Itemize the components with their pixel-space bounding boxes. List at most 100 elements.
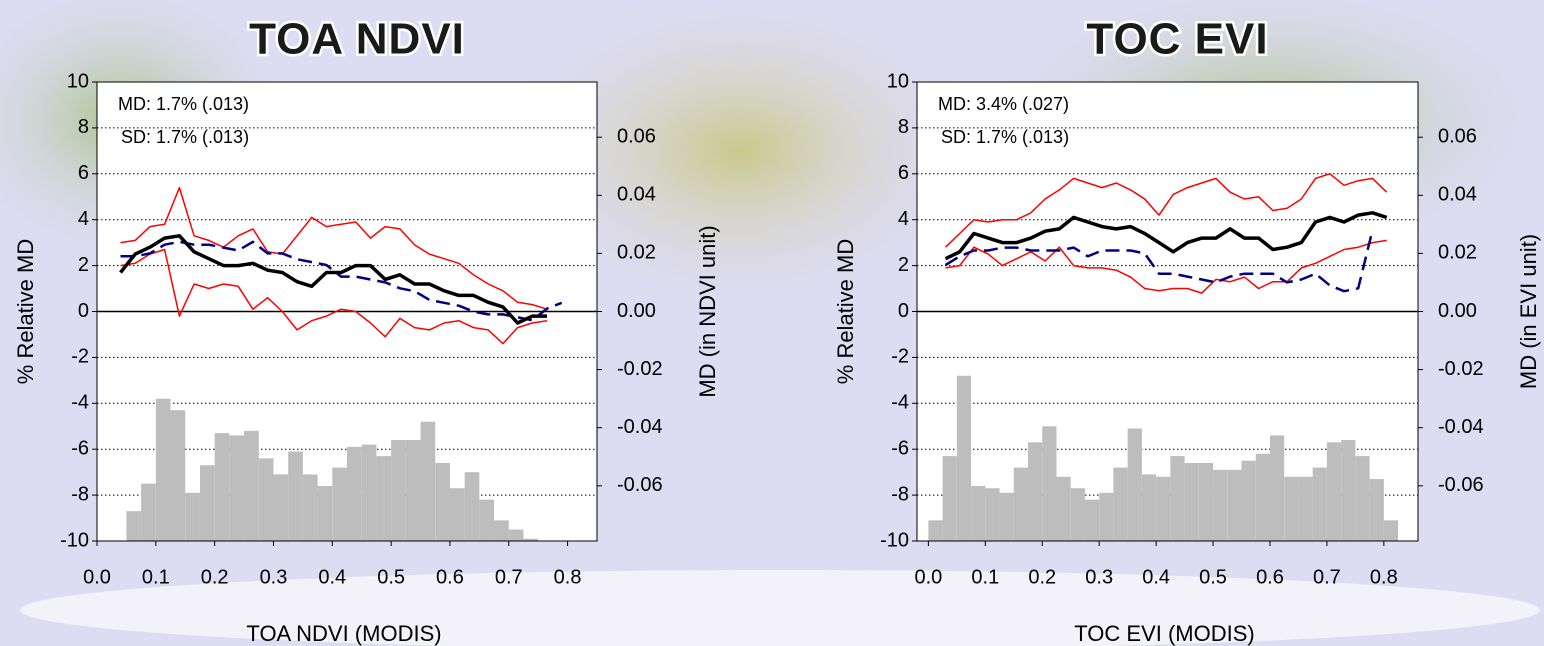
x-tick-label: 0.3 bbox=[260, 566, 288, 588]
histogram-bar bbox=[229, 435, 245, 541]
histogram-bar bbox=[214, 433, 230, 541]
histogram-bar bbox=[288, 451, 303, 541]
y-tick-label: 4 bbox=[898, 208, 909, 230]
y-tick-label: -10 bbox=[880, 529, 909, 551]
y2-tick-label: -0.06 bbox=[617, 474, 663, 496]
y-tick-label: 8 bbox=[898, 116, 909, 138]
x-tick-label: 0.4 bbox=[318, 566, 346, 588]
y-tick-label: 4 bbox=[78, 208, 89, 230]
histogram-bar bbox=[258, 458, 274, 541]
histogram-bar bbox=[141, 483, 156, 541]
map-ice bbox=[20, 570, 1540, 646]
histogram-bar bbox=[376, 456, 392, 541]
x-tick-label: 0.2 bbox=[1028, 566, 1056, 588]
histogram-bar bbox=[1341, 440, 1356, 541]
histogram-bar bbox=[199, 465, 215, 541]
histogram-bar bbox=[1028, 442, 1043, 541]
histogram-bar bbox=[1355, 456, 1370, 541]
x-tick-label: 0.5 bbox=[1199, 566, 1227, 588]
y2-axis-label: MD (in NDVI unit) bbox=[695, 225, 720, 397]
histogram-bar bbox=[185, 492, 200, 541]
y2-tick-label: -0.02 bbox=[1438, 358, 1484, 380]
series-line bbox=[944, 229, 1374, 293]
y2-tick-label: -0.02 bbox=[617, 358, 663, 380]
y2-tick-label: 0.06 bbox=[617, 125, 656, 147]
histogram-bar bbox=[1227, 469, 1242, 541]
plot-frame bbox=[916, 81, 1419, 542]
x-tick-label: 0.1 bbox=[971, 566, 999, 588]
annotation: MD: 3.4% (.027) bbox=[938, 94, 1069, 114]
histogram-bar bbox=[494, 520, 509, 541]
x-tick-label: 0.0 bbox=[83, 566, 111, 588]
histogram-bar bbox=[1156, 476, 1171, 541]
histogram-bar bbox=[1127, 428, 1142, 541]
histogram-bar bbox=[1269, 435, 1285, 541]
y-tick-label: -4 bbox=[891, 392, 909, 414]
y-tick-label: -2 bbox=[891, 346, 909, 368]
y-tick-label: -10 bbox=[60, 529, 89, 551]
x-tick-label: 0.8 bbox=[554, 566, 582, 588]
x-tick-label: 0.7 bbox=[495, 566, 523, 588]
y-tick-label: 0 bbox=[78, 300, 89, 322]
y-tick-label: 6 bbox=[78, 162, 89, 184]
x-tick-label: 0.1 bbox=[142, 566, 170, 588]
histogram-bar bbox=[971, 485, 986, 541]
histogram-bar bbox=[1184, 462, 1199, 541]
histogram-bar bbox=[464, 472, 480, 541]
series-line bbox=[944, 211, 1388, 261]
histogram-bar bbox=[302, 474, 318, 541]
histogram-bar bbox=[1241, 460, 1256, 541]
chart-title: TOA NDVI bbox=[249, 15, 465, 64]
y-axis-label: % Relative MD bbox=[13, 239, 38, 384]
series-line bbox=[119, 234, 547, 325]
histogram-bar bbox=[1369, 479, 1384, 541]
y2-tick-label: 0.00 bbox=[617, 300, 656, 322]
histogram-bar bbox=[317, 485, 333, 541]
histogram-bar bbox=[273, 474, 289, 541]
histogram-bar bbox=[155, 398, 171, 541]
y2-axis-label: MD (in EVI unit) bbox=[1516, 234, 1541, 389]
histogram-bar bbox=[999, 492, 1014, 541]
histogram-bar bbox=[508, 529, 524, 541]
series-line bbox=[120, 248, 548, 345]
histogram-bar bbox=[1099, 492, 1114, 541]
y-axis-label: % Relative MD bbox=[833, 239, 858, 384]
y-tick-label: 10 bbox=[887, 70, 909, 92]
y-tick-label: -4 bbox=[71, 392, 89, 414]
series-line bbox=[120, 186, 548, 310]
histogram-bar bbox=[928, 520, 943, 541]
y-tick-label: 8 bbox=[78, 116, 89, 138]
histogram-bar bbox=[405, 440, 421, 541]
histogram-bar bbox=[1013, 467, 1029, 541]
histogram-bar bbox=[1170, 456, 1185, 541]
x-tick-label: 0.6 bbox=[436, 566, 464, 588]
histogram-bar bbox=[244, 430, 259, 541]
histogram-bar bbox=[523, 538, 539, 541]
y-tick-label: -6 bbox=[71, 437, 89, 459]
y2-tick-label: -0.06 bbox=[1438, 474, 1484, 496]
histogram-bar bbox=[1198, 462, 1214, 541]
y-tick-label: 6 bbox=[898, 162, 909, 184]
histogram-bar bbox=[126, 511, 142, 541]
y2-tick-label: -0.04 bbox=[617, 416, 663, 438]
histogram-bar bbox=[420, 421, 436, 541]
x-tick-label: 0.7 bbox=[1313, 566, 1341, 588]
y-tick-label: -8 bbox=[891, 483, 909, 505]
histogram-bar bbox=[985, 488, 1000, 541]
series-line bbox=[120, 240, 563, 322]
histogram-bar bbox=[332, 467, 347, 541]
y-tick-label: -8 bbox=[71, 483, 89, 505]
x-axis-label: TOA NDVI (MODIS) bbox=[246, 621, 441, 646]
annotation: MD: 1.7% (.013) bbox=[118, 94, 249, 114]
x-tick-label: 0.4 bbox=[1142, 566, 1170, 588]
y2-tick-label: 0.02 bbox=[1438, 242, 1477, 264]
histogram-bar bbox=[391, 440, 406, 541]
series-line bbox=[944, 173, 1388, 248]
histogram-bar bbox=[170, 410, 186, 541]
series-line bbox=[945, 239, 1387, 294]
y-tick-label: 0 bbox=[898, 300, 909, 322]
y2-tick-label: 0.04 bbox=[617, 184, 656, 206]
y-tick-label: 10 bbox=[67, 70, 89, 92]
x-tick-label: 0.5 bbox=[377, 566, 405, 588]
